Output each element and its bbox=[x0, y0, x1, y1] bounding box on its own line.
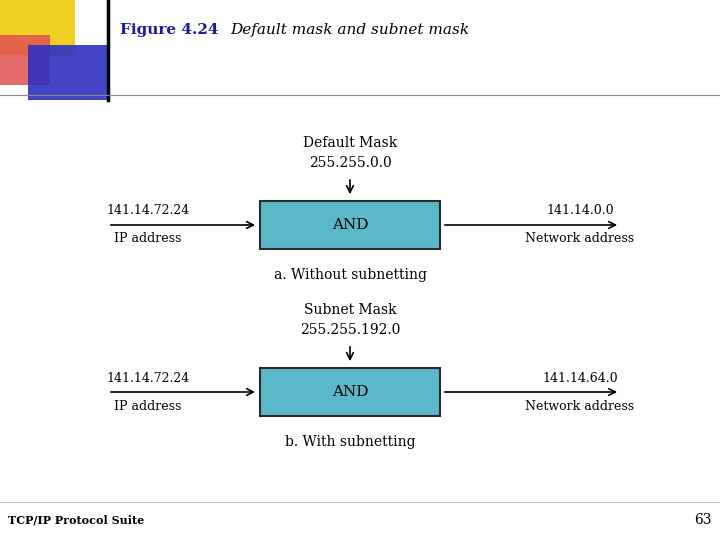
Text: Default Mask: Default Mask bbox=[303, 136, 397, 150]
Text: TCP/IP Protocol Suite: TCP/IP Protocol Suite bbox=[8, 515, 144, 525]
Text: 141.14.0.0: 141.14.0.0 bbox=[546, 205, 614, 218]
Bar bbox=[0, 35, 50, 85]
Text: 141.14.64.0: 141.14.64.0 bbox=[542, 372, 618, 384]
Bar bbox=[0, 0, 75, 55]
Text: Network address: Network address bbox=[526, 233, 634, 246]
Bar bbox=[28, 45, 108, 100]
Text: a. Without subnetting: a. Without subnetting bbox=[274, 268, 426, 282]
Text: Network address: Network address bbox=[526, 400, 634, 413]
Text: 255.255.192.0: 255.255.192.0 bbox=[300, 323, 400, 337]
Bar bbox=[260, 368, 440, 416]
Text: AND: AND bbox=[332, 218, 368, 232]
Bar bbox=[260, 201, 440, 249]
Text: IP address: IP address bbox=[114, 400, 181, 413]
Text: IP address: IP address bbox=[114, 233, 181, 246]
Text: 255.255.0.0: 255.255.0.0 bbox=[309, 156, 392, 170]
Text: 63: 63 bbox=[695, 513, 712, 527]
Text: Subnet Mask: Subnet Mask bbox=[304, 303, 396, 317]
Text: Figure 4.24: Figure 4.24 bbox=[120, 23, 218, 37]
Text: Default mask and subnet mask: Default mask and subnet mask bbox=[230, 23, 469, 37]
Text: 141.14.72.24: 141.14.72.24 bbox=[107, 372, 189, 384]
Text: b. With subnetting: b. With subnetting bbox=[284, 435, 415, 449]
Text: 141.14.72.24: 141.14.72.24 bbox=[107, 205, 189, 218]
Text: AND: AND bbox=[332, 385, 368, 399]
